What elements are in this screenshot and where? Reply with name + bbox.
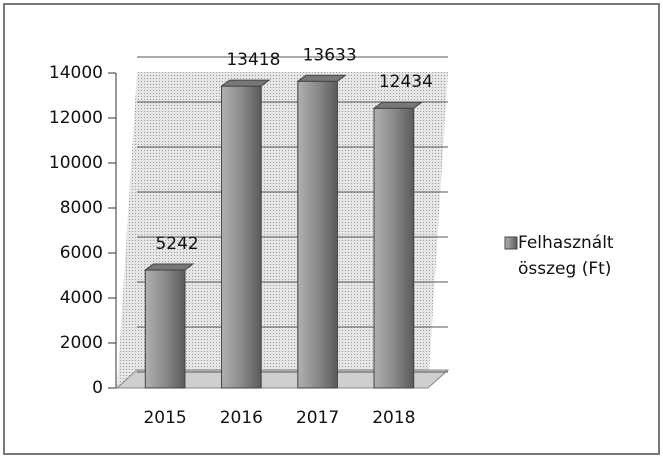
data-label: 13633 xyxy=(303,45,357,65)
frame xyxy=(3,3,660,455)
legend-swatch xyxy=(504,236,518,250)
y-tick-label: 14000 xyxy=(49,63,103,83)
data-label: 5242 xyxy=(155,234,198,254)
bar-top xyxy=(372,101,424,109)
y-tick-label: 10000 xyxy=(49,153,103,173)
y-tick-label: 0 xyxy=(92,378,103,398)
bar xyxy=(297,80,338,389)
y-tick-label: 12000 xyxy=(49,108,103,128)
x-tick-label: 2015 xyxy=(143,408,186,428)
bar-top xyxy=(296,74,347,82)
data-label: 13418 xyxy=(226,50,280,70)
y-tick-label: 6000 xyxy=(60,243,103,263)
x-tick-label: 2016 xyxy=(220,408,263,428)
data-label: 12434 xyxy=(379,72,433,92)
legend-label: Felhasznált összeg (Ft) xyxy=(518,233,614,279)
bar-top xyxy=(220,79,271,87)
bar xyxy=(221,85,262,389)
bar xyxy=(373,107,415,389)
plot-wall xyxy=(117,72,448,388)
x-tick-label: 2018 xyxy=(372,408,415,428)
x-tick-label: 2017 xyxy=(296,408,339,428)
bar xyxy=(144,269,186,389)
y-tick-label: 2000 xyxy=(60,333,103,353)
y-tick-label: 8000 xyxy=(60,198,103,218)
y-tick-label: 4000 xyxy=(60,288,103,308)
bar-top xyxy=(143,263,195,271)
